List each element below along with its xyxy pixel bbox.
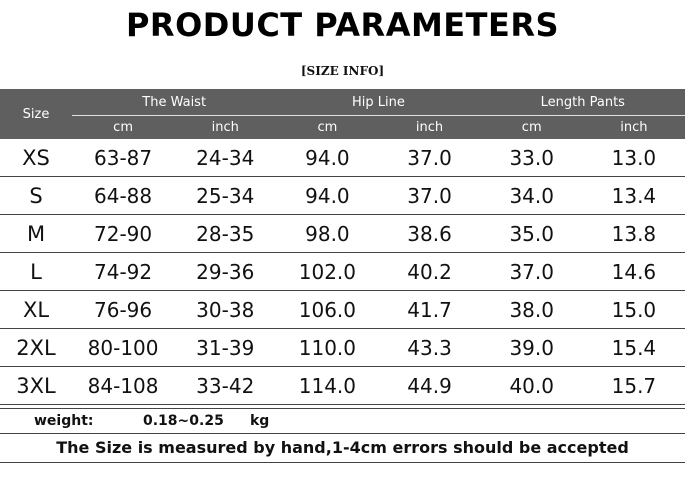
size-cell: 2XL [0,328,72,367]
table-cell: 63-87 [72,139,175,177]
table-cell: 72-90 [72,214,175,253]
table-cell: 37.0 [378,176,481,215]
table-cell: 31-39 [174,328,277,367]
table-cell: 106.0 [276,290,379,329]
weight-unit: kg [250,413,270,429]
hip-group-header: Hip Line [276,89,481,116]
size-column-header: Size [0,89,72,139]
table-row: S 64-88 25-34 94.0 37.0 34.0 13.4 [0,176,685,215]
table-cell: 114.0 [276,366,379,405]
table-cell: 74-92 [72,252,175,291]
table-cell: 110.0 [276,328,379,367]
table-cell: 37.0 [378,139,481,177]
table-cell: 24-34 [174,139,277,177]
table-cell: 25-34 [174,176,277,215]
measurement-note: The Size is measured by hand,1-4cm error… [0,434,685,463]
table-row: 3XL 84-108 33-42 114.0 44.9 40.0 15.7 [0,366,685,405]
table-cell: 15.0 [582,290,685,329]
table-row: M 72-90 28-35 98.0 38.6 35.0 13.8 [0,214,685,253]
table-cell: 13.0 [582,139,685,177]
table-row: XL 76-96 30-38 106.0 41.7 38.0 15.0 [0,290,685,329]
table-cell: 30-38 [174,290,277,329]
table-cell: 102.0 [276,252,379,291]
table-cell: 43.3 [378,328,481,367]
unit-header: inch [174,115,277,139]
table-cell: 33.0 [480,139,583,177]
table-row: 2XL 80-100 31-39 110.0 43.3 39.0 15.4 [0,328,685,367]
table-cell: 64-88 [72,176,175,215]
table-row: XS 63-87 24-34 94.0 37.0 33.0 13.0 [0,139,685,177]
table-cell: 37.0 [480,252,583,291]
table-cell: 29-36 [174,252,277,291]
table-cell: 76-96 [72,290,175,329]
size-table: Size The Waist Hip Line Length Pants cm … [0,89,685,405]
size-cell: XS [0,139,72,177]
table-cell: 33-42 [174,366,277,405]
unit-header: inch [378,115,481,139]
weight-value: 0.18~0.25 [143,413,224,429]
size-cell: XL [0,290,72,329]
table-cell: 13.4 [582,176,685,215]
size-cell: 3XL [0,366,72,405]
table-cell: 94.0 [276,176,379,215]
spacer-row [0,378,685,409]
table-cell: 40.2 [378,252,481,291]
waist-group-header: The Waist [72,89,277,116]
table-cell: 34.0 [480,176,583,215]
unit-header: inch [582,115,685,139]
table-cell: 98.0 [276,214,379,253]
table-cell: 15.4 [582,328,685,367]
table-cell: 41.7 [378,290,481,329]
table-cell: 15.7 [582,366,685,405]
table-cell: 35.0 [480,214,583,253]
weight-label: weight: [34,413,94,429]
weight-row: weight: 0.18~0.25 kg [0,409,685,434]
page-title: PRODUCT PARAMETERS [125,6,560,44]
size-cell: M [0,214,72,253]
unit-header: cm [276,115,379,139]
table-cell: 94.0 [276,139,379,177]
table-cell: 38.0 [480,290,583,329]
table-cell: 44.9 [378,366,481,405]
unit-header: cm [72,115,175,139]
table-cell: 39.0 [480,328,583,367]
table-cell: 84-108 [72,366,175,405]
length-group-header: Length Pants [480,89,685,116]
size-cell: L [0,252,72,291]
section-subtitle: [SIZE INFO] [300,64,385,78]
table-cell: 38.6 [378,214,481,253]
table-cell: 80-100 [72,328,175,367]
unit-header: cm [480,115,583,139]
table-cell: 40.0 [480,366,583,405]
table-cell: 14.6 [582,252,685,291]
table-row: L 74-92 29-36 102.0 40.2 37.0 14.6 [0,252,685,291]
size-cell: S [0,176,72,215]
table-cell: 28-35 [174,214,277,253]
table-cell: 13.8 [582,214,685,253]
